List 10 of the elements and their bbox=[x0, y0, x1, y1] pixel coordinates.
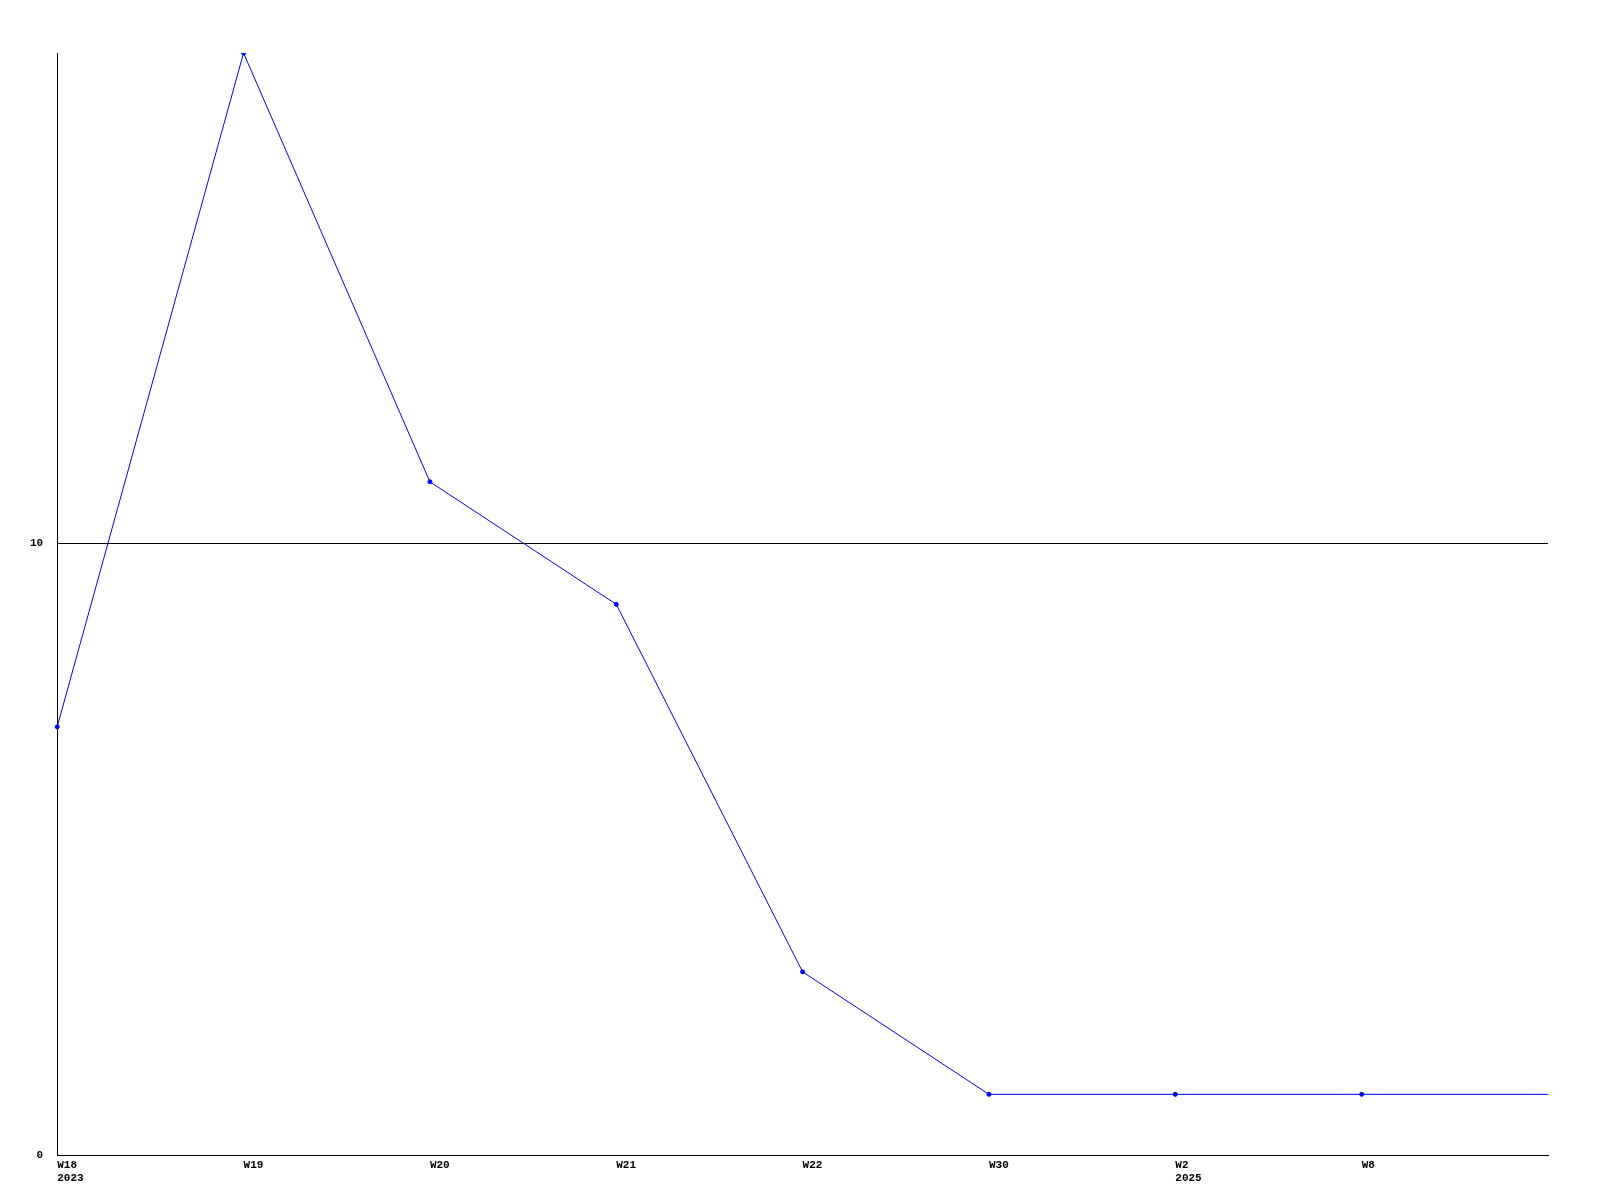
x-tick-label: W2 2025 bbox=[1175, 1158, 1203, 1185]
x-tick-label: W19 bbox=[243, 1158, 264, 1171]
x-tick-label: W21 bbox=[616, 1158, 637, 1171]
y-tick-label: 0 bbox=[36, 1149, 44, 1162]
x-tick-label: W18 2023 bbox=[57, 1158, 85, 1185]
x-tick-label: W30 bbox=[988, 1158, 1009, 1171]
y-tick-label: 10 bbox=[30, 536, 44, 549]
x-tick-label: W8 bbox=[1361, 1158, 1376, 1171]
x-tick-label: W22 bbox=[802, 1158, 823, 1171]
x-tick-label: W20 bbox=[429, 1158, 450, 1171]
